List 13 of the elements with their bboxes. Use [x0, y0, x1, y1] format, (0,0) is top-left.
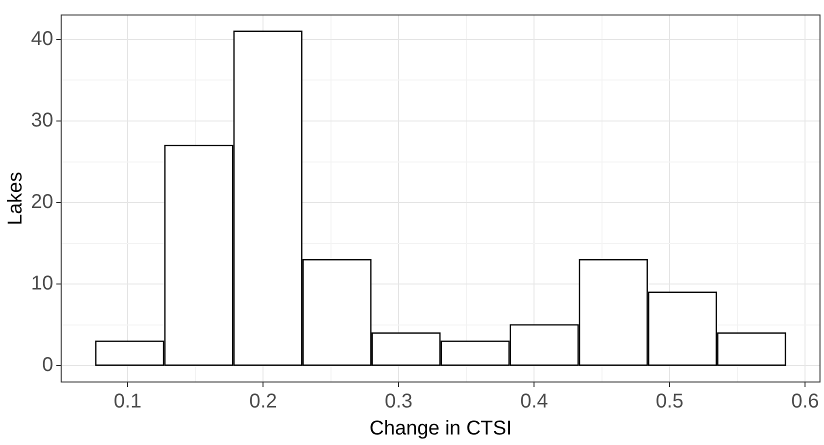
y-tick-label: 30: [30, 110, 54, 132]
x-tick-label: 0.6: [791, 390, 819, 413]
y-tick-label: 40: [30, 28, 54, 50]
y-tick-label: 0: [42, 354, 54, 376]
x-tick-label: 0.5: [656, 390, 684, 413]
y-tick-label: 10: [30, 272, 54, 295]
y-axis-title: Lakes: [4, 172, 27, 226]
x-tick-label: 0.3: [384, 390, 413, 413]
y-tick-label: 20: [30, 191, 54, 214]
x-tick-label: 0.2: [249, 390, 278, 413]
x-tick-label: 0.4: [520, 390, 548, 413]
x-axis-title: Change in CTSI: [369, 418, 512, 440]
x-tick-label: 0.1: [114, 390, 142, 413]
